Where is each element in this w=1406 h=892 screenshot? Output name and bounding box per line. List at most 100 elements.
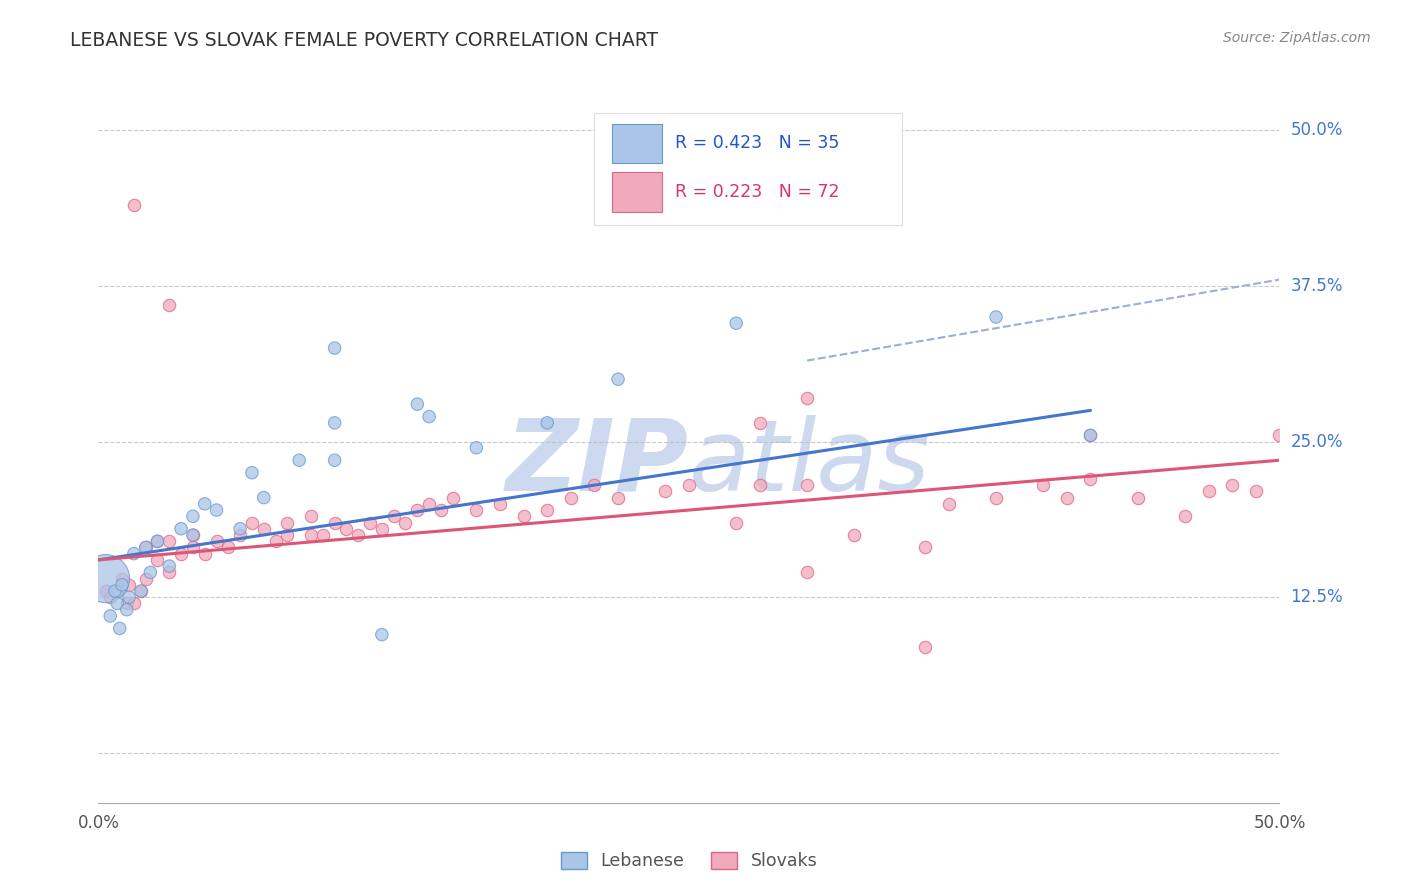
Legend: Lebanese, Slovaks: Lebanese, Slovaks — [554, 845, 824, 877]
Text: R = 0.223   N = 72: R = 0.223 N = 72 — [675, 183, 839, 201]
Point — [1244, 484, 1267, 499]
Text: 37.5%: 37.5% — [1291, 277, 1343, 295]
Point — [489, 497, 512, 511]
Point — [135, 572, 157, 586]
Point — [748, 416, 770, 430]
Point — [323, 516, 346, 530]
Point — [430, 503, 453, 517]
Point — [725, 316, 748, 330]
Point — [441, 491, 464, 505]
Point — [276, 516, 298, 530]
Point — [299, 509, 322, 524]
Point — [654, 484, 676, 499]
Point — [129, 584, 152, 599]
Point — [1056, 491, 1078, 505]
Point — [170, 522, 193, 536]
Point — [359, 516, 381, 530]
Point — [240, 466, 263, 480]
Point — [560, 491, 582, 505]
Point — [181, 528, 204, 542]
Point — [181, 509, 204, 524]
Point — [264, 534, 287, 549]
Point — [253, 522, 276, 536]
Point — [1080, 428, 1102, 442]
Text: Source: ZipAtlas.com: Source: ZipAtlas.com — [1223, 31, 1371, 45]
Point — [512, 509, 534, 524]
Point — [146, 534, 169, 549]
Point — [323, 341, 346, 355]
Point — [1080, 428, 1102, 442]
Point — [205, 503, 228, 517]
Point — [748, 478, 770, 492]
Point — [111, 572, 134, 586]
Point — [115, 597, 138, 611]
Point — [94, 584, 117, 599]
Point — [583, 478, 606, 492]
Point — [98, 591, 121, 605]
Point — [465, 441, 488, 455]
Point — [146, 534, 169, 549]
Point — [194, 497, 217, 511]
Point — [406, 503, 429, 517]
Point — [678, 478, 700, 492]
FancyBboxPatch shape — [595, 112, 901, 225]
Text: R = 0.423   N = 35: R = 0.423 N = 35 — [675, 134, 839, 153]
Point — [1126, 491, 1149, 505]
Point — [323, 453, 346, 467]
Text: 50.0%: 50.0% — [1291, 121, 1343, 139]
Point — [1268, 428, 1291, 442]
Point — [105, 597, 128, 611]
Point — [914, 640, 936, 654]
Point — [157, 566, 180, 580]
Point — [796, 391, 818, 405]
Point — [139, 566, 162, 580]
Point — [135, 541, 157, 555]
Point — [607, 372, 630, 386]
Point — [938, 497, 960, 511]
Point — [465, 503, 488, 517]
FancyBboxPatch shape — [612, 172, 662, 211]
Point — [170, 547, 193, 561]
Text: ZIP: ZIP — [506, 415, 689, 512]
Point — [122, 198, 145, 212]
Point — [157, 559, 180, 574]
Point — [607, 491, 630, 505]
Point — [181, 528, 204, 542]
Point — [104, 584, 127, 599]
Point — [371, 522, 394, 536]
Point — [194, 547, 217, 561]
Point — [299, 528, 322, 542]
Point — [253, 491, 276, 505]
Point — [288, 453, 311, 467]
Point — [217, 541, 239, 555]
Point — [984, 491, 1007, 505]
Point — [98, 609, 121, 624]
Point — [1174, 509, 1197, 524]
Point — [347, 528, 370, 542]
Point — [844, 528, 866, 542]
Point — [914, 541, 936, 555]
Point — [371, 627, 394, 641]
Point — [229, 528, 252, 542]
Point — [105, 584, 128, 599]
Point — [111, 578, 134, 592]
Point — [323, 416, 346, 430]
Point — [406, 397, 429, 411]
FancyBboxPatch shape — [612, 124, 662, 163]
Point — [122, 597, 145, 611]
Text: 25.0%: 25.0% — [1291, 433, 1343, 450]
Point — [312, 528, 335, 542]
Point — [205, 534, 228, 549]
Point — [984, 310, 1007, 324]
Point — [118, 578, 141, 592]
Point — [122, 547, 145, 561]
Point — [135, 541, 157, 555]
Point — [418, 409, 440, 424]
Point — [1080, 472, 1102, 486]
Point — [94, 572, 117, 586]
Point — [240, 516, 263, 530]
Point — [725, 516, 748, 530]
Point — [335, 522, 357, 536]
Point — [115, 603, 138, 617]
Point — [1032, 478, 1054, 492]
